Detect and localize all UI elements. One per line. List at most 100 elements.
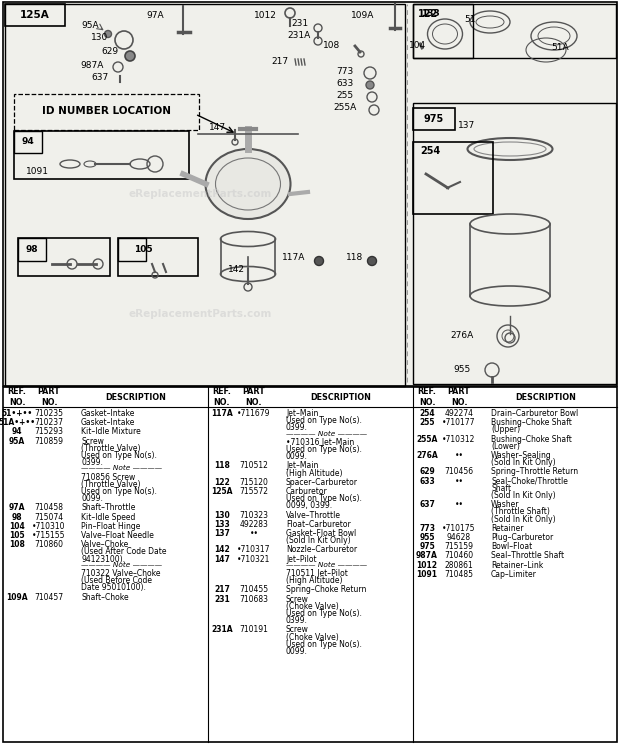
Text: Bushing–Choke Shaft: Bushing–Choke Shaft [491, 434, 572, 443]
Text: 715074: 715074 [35, 513, 64, 522]
Text: Seal–Choke/Throttle: Seal–Choke/Throttle [491, 477, 568, 486]
Text: Plug–Carburetor: Plug–Carburetor [491, 533, 553, 542]
Text: 133: 133 [214, 520, 230, 529]
Text: 715120: 715120 [239, 478, 268, 487]
Text: Spacer–Carburetor: Spacer–Carburetor [286, 478, 358, 487]
Bar [413, 103, 616, 384]
Text: 715159: 715159 [445, 542, 474, 551]
Text: •711679: •711679 [237, 409, 271, 418]
Text: •710310: •710310 [32, 522, 66, 530]
Ellipse shape [205, 149, 291, 219]
Text: 1091: 1091 [417, 570, 438, 579]
Bar [413, 142, 493, 214]
Text: 710512: 710512 [239, 461, 268, 470]
Text: (Sold In Kit Only): (Sold In Kit Only) [491, 491, 556, 500]
Text: (Sold In Kit Only): (Sold In Kit Only) [491, 458, 556, 467]
Bar [14, 131, 189, 179]
Text: 108: 108 [9, 540, 25, 549]
Text: 254: 254 [420, 146, 440, 156]
Text: Gasket–Float Bowl: Gasket–Float Bowl [286, 529, 356, 538]
Text: 276A: 276A [416, 451, 438, 460]
Text: 255A: 255A [334, 103, 356, 112]
Text: PART
NO.: PART NO. [38, 388, 60, 407]
Text: 773: 773 [419, 524, 435, 533]
Text: ———— Note ————: ———— Note ———— [286, 431, 367, 437]
Bar [14, 131, 42, 153]
Bar [5, 4, 65, 26]
Text: (High Altitude): (High Altitude) [286, 576, 342, 586]
Text: 122: 122 [214, 478, 230, 487]
Bar [413, 4, 616, 58]
Text: Pin–Float Hinge: Pin–Float Hinge [81, 522, 140, 530]
Text: 710856 Screw: 710856 Screw [81, 472, 135, 481]
Text: 710511 Jet–Pilot: 710511 Jet–Pilot [286, 569, 348, 578]
Text: 137: 137 [214, 529, 230, 538]
Text: Float–Carburetor: Float–Carburetor [286, 520, 351, 529]
Text: Used on Type No(s).: Used on Type No(s). [286, 416, 362, 426]
Text: 117A: 117A [282, 252, 306, 261]
Text: •710175: •710175 [442, 524, 476, 533]
Text: 710235: 710235 [35, 409, 63, 418]
Bar [14, 94, 199, 130]
Text: (Sold In Kit Only): (Sold In Kit Only) [491, 515, 556, 524]
Text: 231A: 231A [211, 626, 233, 635]
Text: •710317: •710317 [237, 545, 271, 554]
Text: 710460: 710460 [445, 551, 474, 560]
Text: DESCRIPTION: DESCRIPTION [311, 393, 371, 402]
Text: (Upper): (Upper) [491, 426, 520, 434]
Text: 0099.: 0099. [81, 494, 103, 503]
Text: 109A: 109A [352, 10, 374, 19]
Text: 104: 104 [409, 42, 427, 51]
Text: 1012: 1012 [254, 10, 277, 19]
Bar [413, 4, 473, 58]
Text: 118: 118 [347, 252, 363, 261]
Text: ———— Note ————: ———— Note ———— [81, 466, 162, 472]
Text: 97A: 97A [9, 504, 25, 513]
Text: 492283: 492283 [239, 520, 268, 529]
Circle shape [366, 81, 374, 89]
Text: 710860: 710860 [35, 540, 63, 549]
Text: Bushing–Choke Shaft: Bushing–Choke Shaft [491, 418, 572, 427]
Text: DESCRIPTION: DESCRIPTION [105, 393, 166, 402]
Bar [18, 238, 110, 276]
Text: 710323: 710323 [239, 510, 268, 519]
Text: 637: 637 [419, 500, 435, 509]
Text: Kit–Idle Speed: Kit–Idle Speed [81, 513, 135, 522]
Text: Used on Type No(s).: Used on Type No(s). [286, 494, 362, 503]
Text: 122: 122 [418, 9, 438, 19]
Text: Carburetor: Carburetor [286, 487, 328, 496]
Text: 117A: 117A [211, 409, 233, 418]
Text: 629: 629 [102, 48, 118, 57]
Text: Jet–Pilot: Jet–Pilot [286, 554, 317, 564]
Text: ID NUMBER LOCATION: ID NUMBER LOCATION [42, 106, 170, 116]
Text: Screw: Screw [81, 437, 104, 446]
Text: Retainer: Retainer [491, 524, 523, 533]
Text: (Used Before Code: (Used Before Code [81, 576, 152, 586]
Text: 94: 94 [12, 427, 22, 437]
Text: 142: 142 [228, 265, 244, 274]
Text: Bowl–Float: Bowl–Float [491, 542, 532, 551]
Text: 0399.: 0399. [286, 616, 308, 625]
Text: REF.
NO.: REF. NO. [417, 388, 436, 407]
Text: 142: 142 [214, 545, 230, 554]
Text: Jet–Main: Jet–Main [286, 461, 319, 470]
Text: 98: 98 [12, 513, 22, 522]
Text: 255: 255 [419, 418, 435, 427]
Text: 975: 975 [424, 114, 444, 124]
Text: (Choke Valve): (Choke Valve) [286, 632, 339, 641]
Text: (Used After Code Date: (Used After Code Date [81, 548, 167, 557]
Text: ••: •• [454, 451, 464, 460]
Text: 217: 217 [214, 586, 230, 594]
Text: Valve–Float Needle: Valve–Float Needle [81, 531, 154, 540]
Text: 104: 104 [9, 522, 25, 530]
Text: 637: 637 [91, 74, 108, 83]
Text: 147: 147 [210, 123, 226, 132]
Text: Washer–Sealing: Washer–Sealing [491, 451, 552, 460]
Text: 955: 955 [453, 365, 471, 374]
Text: 987A: 987A [81, 60, 104, 69]
Text: 710456: 710456 [445, 467, 474, 476]
Text: 715293: 715293 [35, 427, 63, 437]
Circle shape [368, 257, 376, 266]
Text: Cap–Limiter: Cap–Limiter [491, 570, 537, 579]
Text: Valve–Choke: Valve–Choke [81, 540, 129, 549]
